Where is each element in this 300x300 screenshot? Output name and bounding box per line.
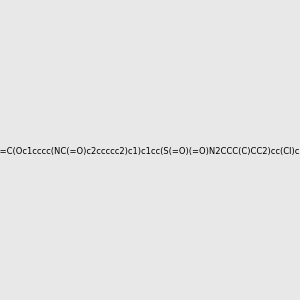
Text: O=C(Oc1cccc(NC(=O)c2ccccc2)c1)c1cc(S(=O)(=O)N2CCC(C)CC2)cc(Cl)c1Cl: O=C(Oc1cccc(NC(=O)c2ccccc2)c1)c1cc(S(=O)… [0,147,300,156]
